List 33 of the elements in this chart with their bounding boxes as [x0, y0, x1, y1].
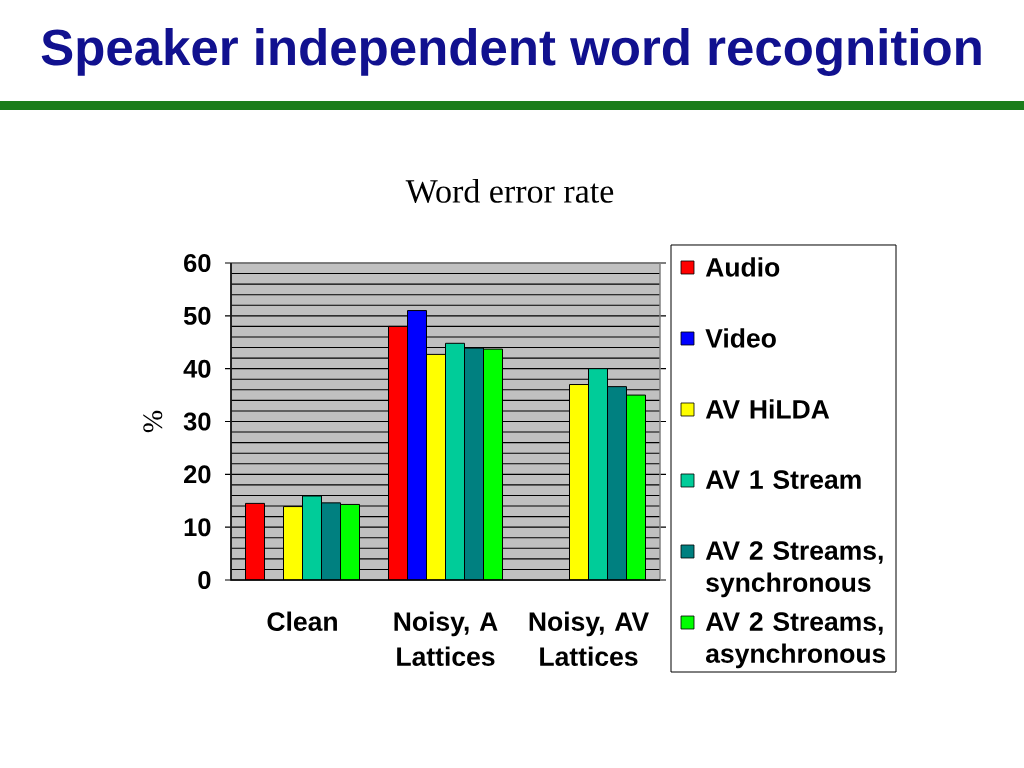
bar: [283, 506, 303, 580]
x-tick-label: Clean: [267, 611, 337, 631]
bar: [321, 502, 341, 580]
bar: [607, 386, 627, 580]
y-tick-label: 30: [183, 412, 211, 431]
y-tick-label: 10: [184, 518, 211, 537]
legend-label: Audio: [705, 257, 780, 277]
y-axis-title: %: [143, 410, 163, 433]
legend-label: AV 1 Stream: [705, 470, 861, 489]
bar: [569, 384, 589, 580]
y-tick-label: 60: [184, 253, 211, 273]
bar: [483, 348, 503, 580]
bar: [445, 342, 465, 580]
legend-label: AV 2 Streams, synchronous: [705, 541, 883, 598]
chart-subtitle: Word error rate: [405, 178, 614, 204]
x-tick-label: Noisy, AV Lattices: [529, 611, 649, 666]
bar: [626, 394, 646, 580]
bar: [464, 347, 484, 580]
y-tick-label: 50: [183, 306, 211, 325]
legend-label: AV 2 Streams, asynchronous: [705, 612, 886, 669]
legend-label: AV HiLDA: [705, 399, 830, 419]
y-tick-label: 40: [183, 359, 211, 378]
bar: [245, 502, 265, 580]
y-tick-label: 0: [198, 570, 211, 590]
x-tick-label: Noisy, A Lattices: [394, 611, 498, 666]
bar: [340, 503, 360, 580]
chart-title: Speaker independent word recognition: [41, 28, 981, 76]
bar: [302, 495, 322, 580]
y-tick-label: 20: [184, 465, 211, 484]
bar: [388, 325, 408, 580]
legend-label: Video: [705, 328, 776, 348]
bar: [426, 353, 446, 580]
bar: [588, 368, 608, 580]
